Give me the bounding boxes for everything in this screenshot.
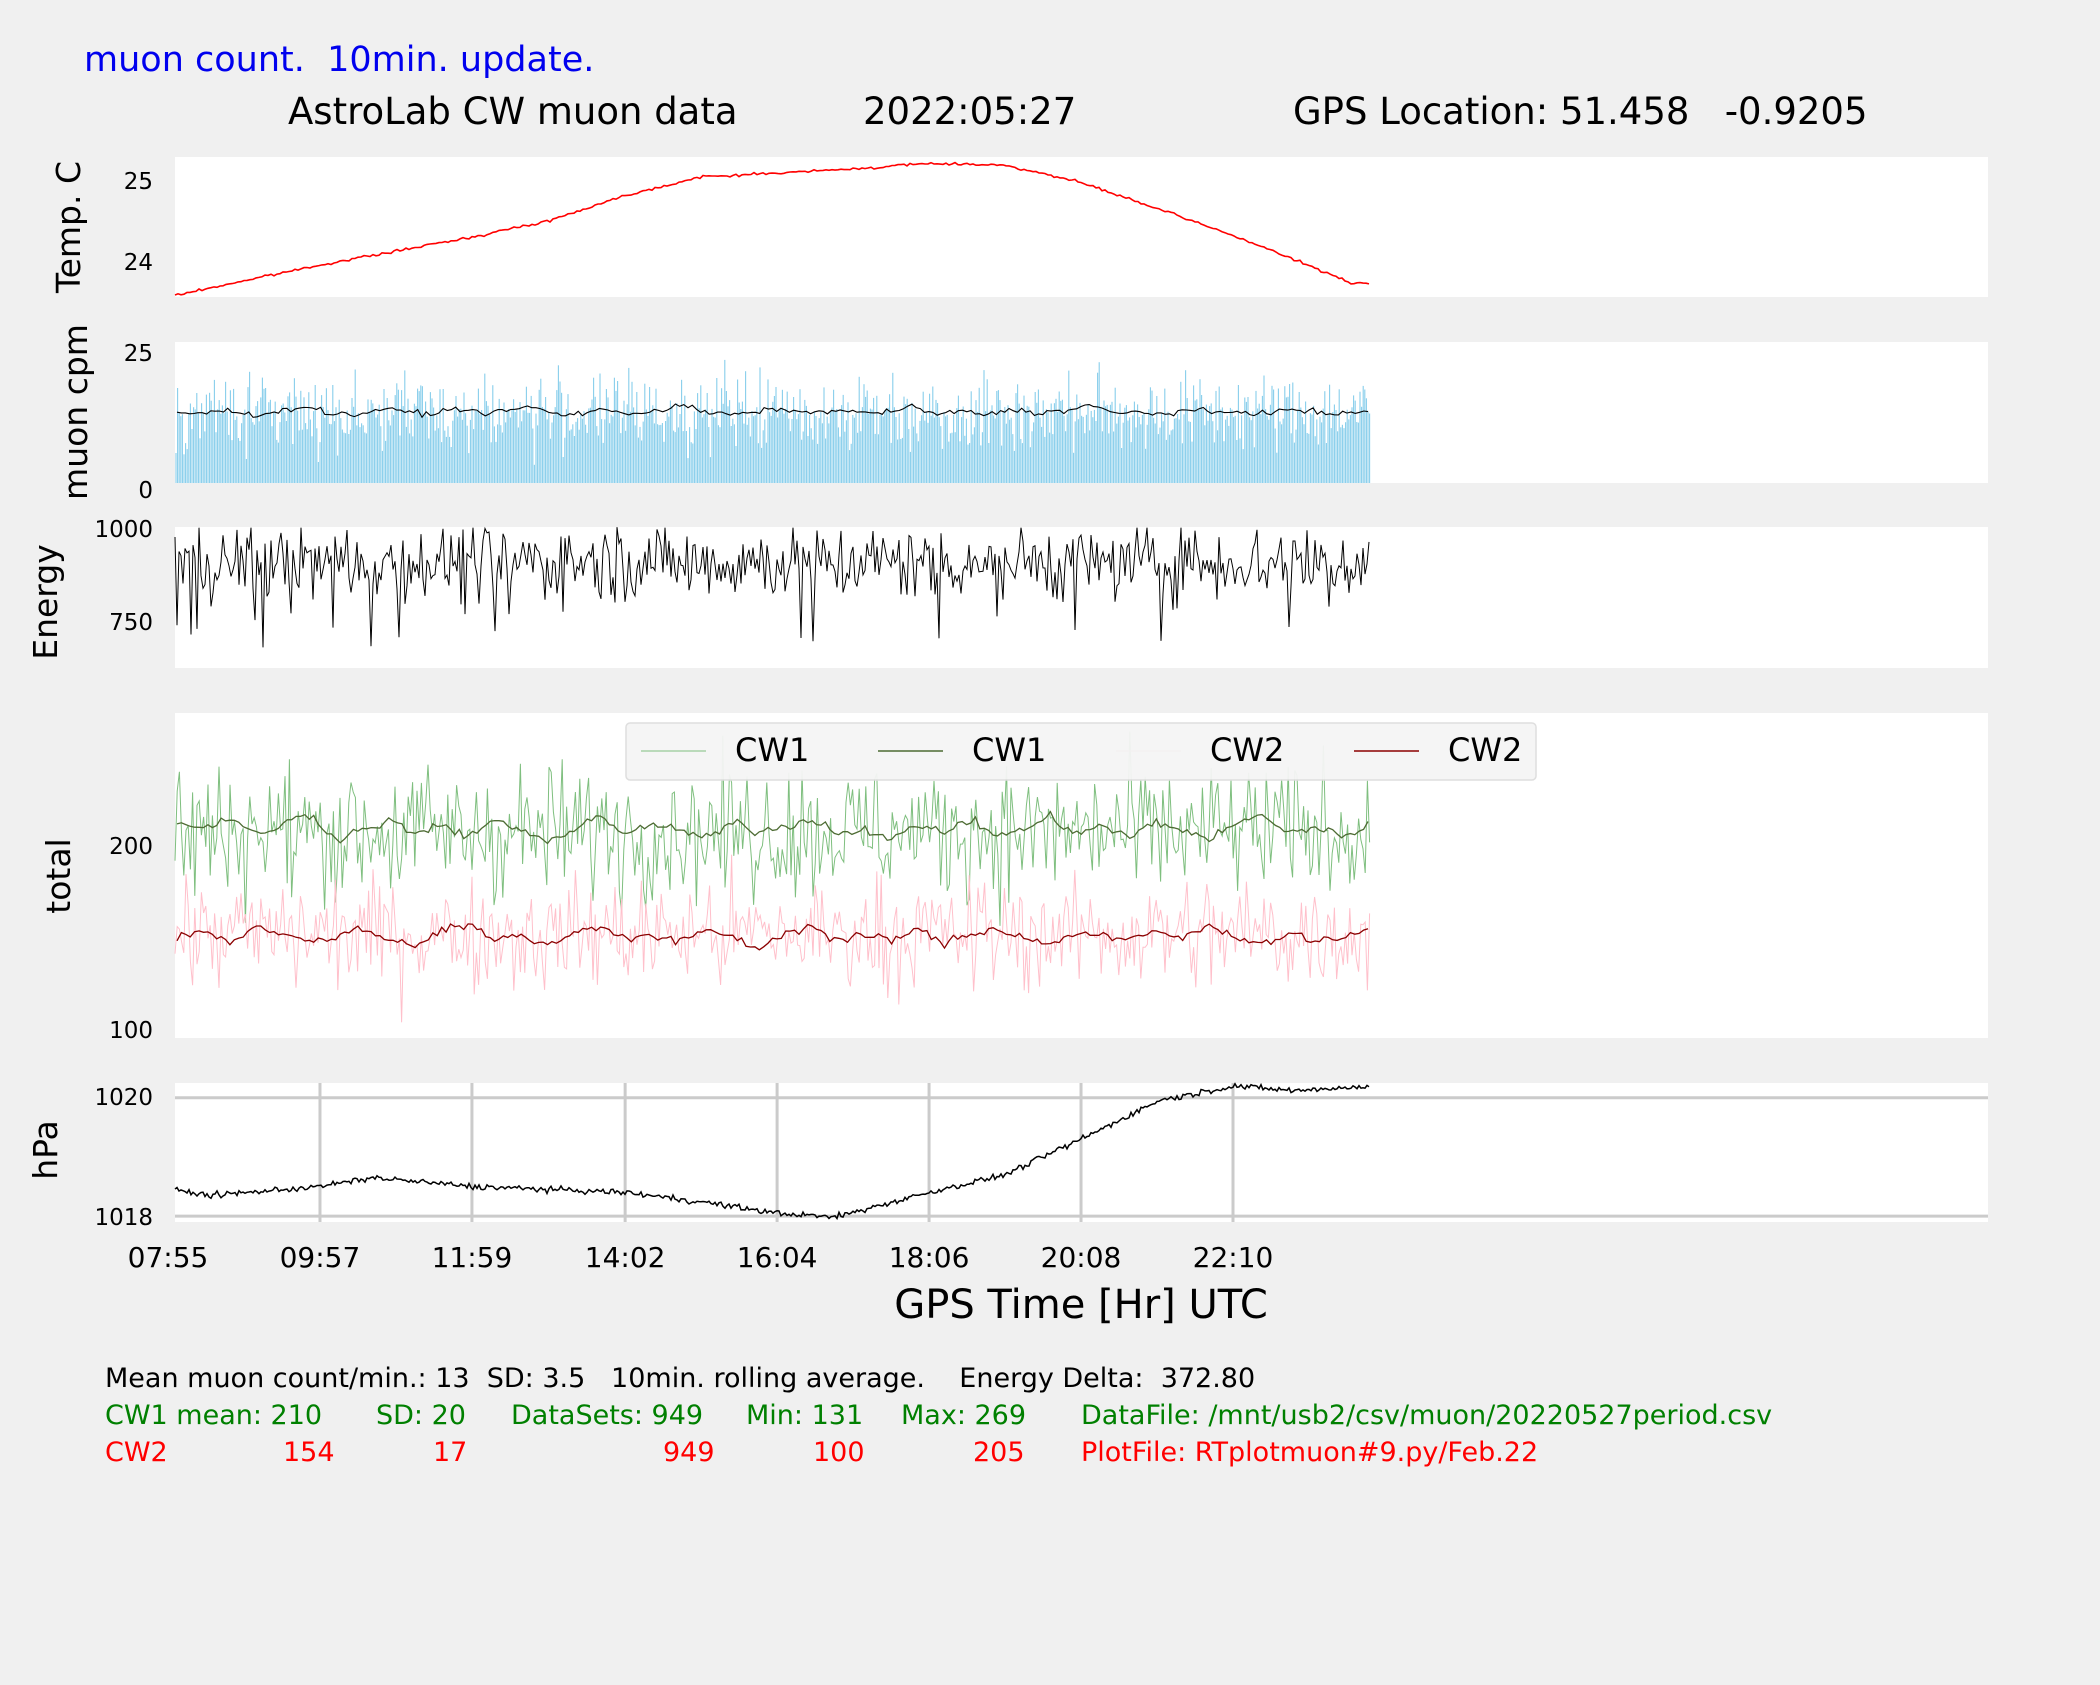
gps-location: GPS Location: 51.458 -0.9205	[1293, 90, 1868, 133]
cw2-sd: 17	[433, 1437, 468, 1468]
x-tick-label: 14:02	[585, 1241, 666, 1274]
stats-cw2: CW2 154 17 949 100 205 PlotFile: RTplotm…	[105, 1437, 1538, 1685]
x-tick-label: 20:08	[1041, 1241, 1122, 1274]
cw1-datasets: DataSets: 949	[511, 1400, 704, 1431]
y-tick-label: 1000	[94, 517, 153, 543]
cw2-mean: 154	[283, 1437, 335, 1468]
y-axis-label: Temp. C	[49, 161, 88, 294]
cw2-datasets: 949	[663, 1437, 715, 1468]
x-tick-label: 18:06	[889, 1241, 970, 1274]
stats-summary: Mean muon count/min.: 13 SD: 3.5 10min. …	[105, 1363, 1256, 1394]
y-tick-label: 25	[124, 341, 153, 367]
cw2-average-line	[176, 923, 1369, 951]
cw1-raw-line	[174, 731, 1371, 926]
y-tick-label: 200	[109, 834, 153, 860]
y-axis-label: Energy	[26, 544, 65, 660]
legend-label: CW1	[735, 731, 809, 769]
cw2-raw-line	[174, 854, 1371, 1023]
y-axis-label: total	[39, 838, 78, 913]
y-tick-label: 100	[109, 1018, 153, 1044]
pressure-line	[174, 1082, 1370, 1221]
y-tick-label: 1020	[94, 1085, 153, 1111]
plot-panel-1	[175, 157, 1988, 297]
chart-subtitle: muon count. 10min. update.	[84, 40, 595, 80]
grid	[175, 1083, 1988, 1222]
legend: CW1 CW1 CW2 CW2	[625, 722, 1537, 781]
legend-box	[625, 722, 1537, 781]
cw1-average-line	[176, 810, 1369, 845]
x-tick-label: 16:04	[737, 1241, 818, 1274]
x-tick-label: 07:55	[128, 1241, 209, 1274]
temperature-line	[174, 161, 1370, 296]
cw1-min: Min: 131	[746, 1400, 864, 1431]
muon-chart: 24 25 Temp. C 0 25 muon cpm 750 1000 Energy 100 20…	[26, 157, 1988, 1328]
plot-panel-3	[175, 527, 1988, 668]
energy-line	[174, 526, 1370, 648]
data-file: DataFile: /mnt/usb2/csv/muon/20220527per…	[1081, 1400, 1773, 1431]
legend-label: CW2	[1210, 731, 1284, 769]
cw1-mean: CW1 mean: 210	[105, 1400, 323, 1431]
x-tick-label: 09:57	[280, 1241, 361, 1274]
chart-title: AstroLab CW muon data	[288, 90, 738, 133]
cw2-label: CW2	[105, 1437, 168, 1468]
chart-date: 2022:05:27	[863, 90, 1077, 133]
x-tick-label: 11:59	[432, 1241, 513, 1274]
y-axis-label: muon cpm	[56, 324, 95, 500]
muon-rolling-average-line	[176, 403, 1369, 419]
cw2-min: 100	[813, 1437, 865, 1468]
cw1-sd: SD: 20	[376, 1400, 466, 1431]
y-tick-label: 25	[124, 169, 153, 195]
muon-bars	[175, 359, 1371, 483]
legend-label: CW1	[972, 731, 1046, 769]
y-tick-label: 24	[124, 250, 153, 276]
cw1-max: Max: 269	[901, 1400, 1027, 1431]
cw2-max: 205	[973, 1437, 1025, 1468]
plot-file: PlotFile: RTplotmuon#9.py/Feb.22	[1081, 1437, 1539, 1468]
y-tick-label: 750	[109, 610, 153, 636]
x-axis-label: GPS Time [Hr] UTC	[894, 1282, 1268, 1328]
y-axis-label: hPa	[26, 1120, 65, 1180]
stats-cw1: CW1 mean: 210 SD: 20 DataSets: 949 Min: …	[105, 1400, 1772, 1617]
legend-label: CW2	[1448, 731, 1522, 769]
y-tick-label: 1018	[94, 1205, 153, 1231]
y-tick-label: 0	[138, 478, 153, 504]
x-tick-label: 22:10	[1193, 1241, 1274, 1274]
